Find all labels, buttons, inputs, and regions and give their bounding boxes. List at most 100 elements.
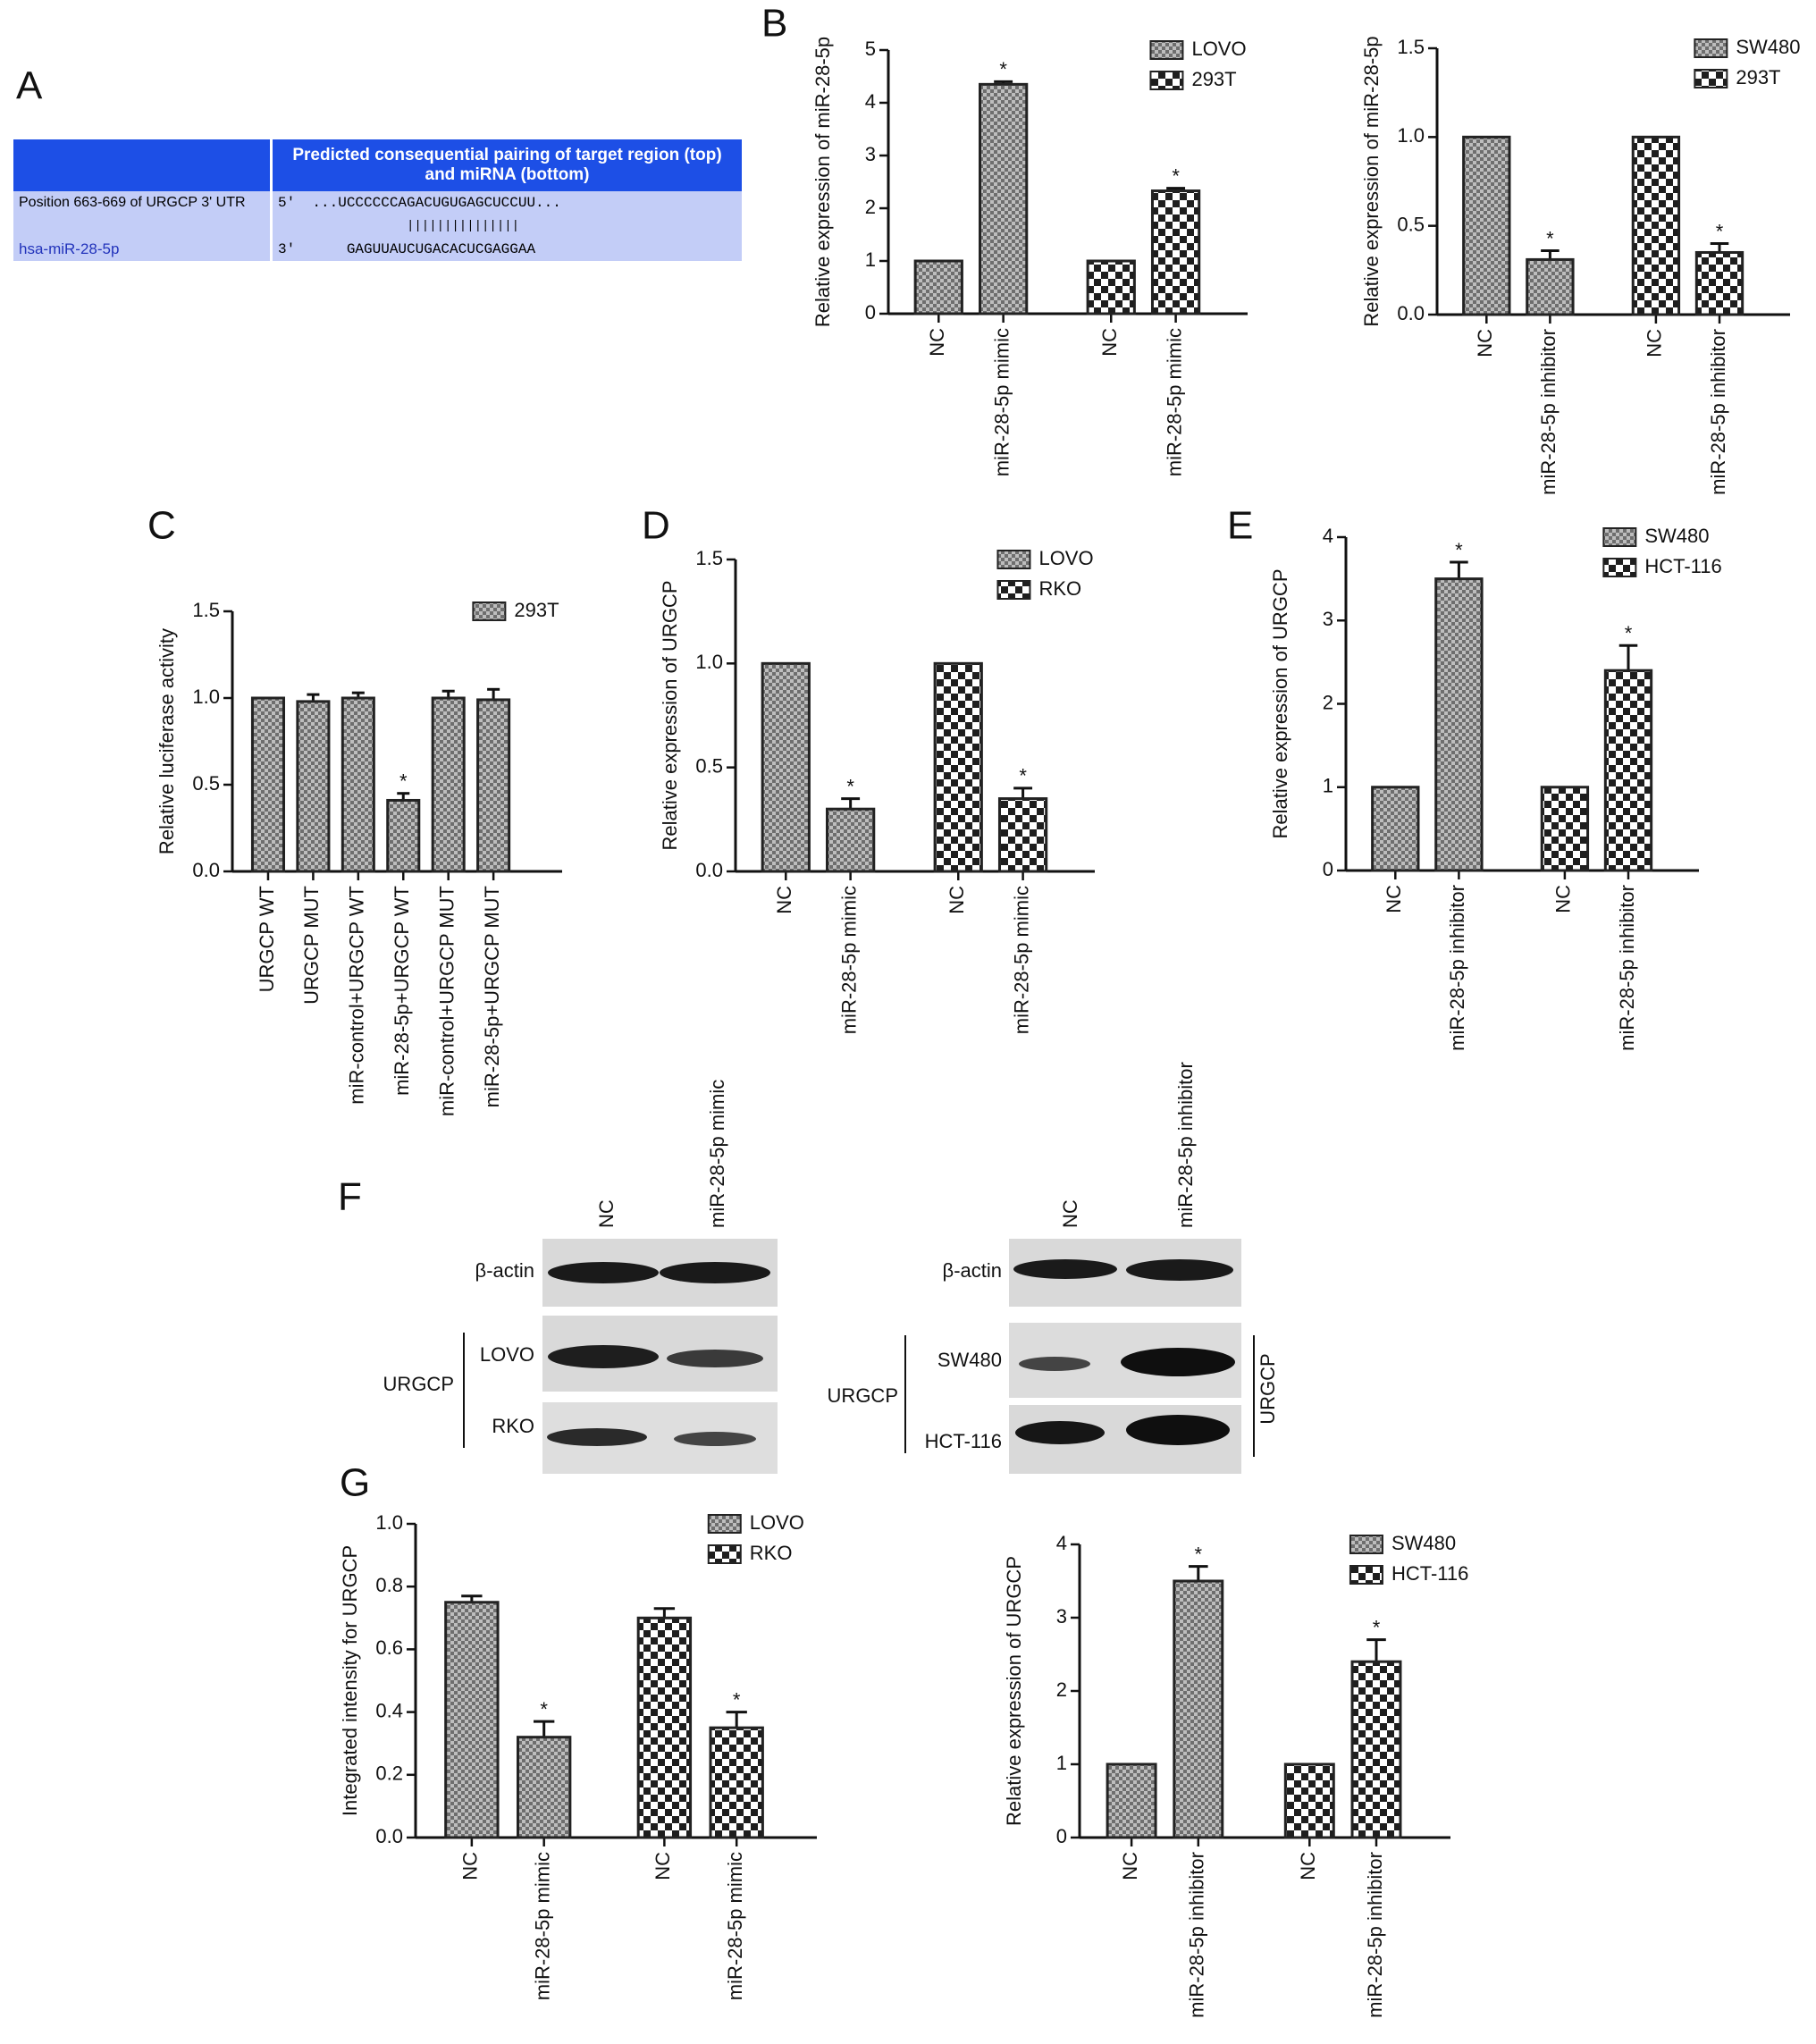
header-cell: Predicted consequential pairing of targe… xyxy=(271,139,744,191)
x-tick-label: NC xyxy=(1098,328,1121,357)
x-tick-label: miR-28-5p+URGCP MUT xyxy=(481,886,503,1107)
y-tick-label: 0.5 xyxy=(192,772,220,795)
bar xyxy=(1106,1762,1157,1839)
legend-swatch xyxy=(1694,69,1728,88)
y-tick-label: 1.0 xyxy=(375,1511,403,1534)
blot-band xyxy=(660,1262,770,1283)
significance-mark: * xyxy=(1546,227,1554,249)
legend-label: HCT-116 xyxy=(1391,1562,1468,1585)
y-axis-label: Integrated intensity for URGCP xyxy=(339,1545,361,1816)
bar xyxy=(1631,135,1681,316)
significance-mark: * xyxy=(1172,164,1180,187)
bar xyxy=(826,807,876,873)
y-tick-label: 0 xyxy=(865,301,876,324)
bar xyxy=(1283,1762,1335,1839)
y-tick-label: 4 xyxy=(865,90,876,113)
y-tick-label: 0.6 xyxy=(375,1636,403,1659)
y-tick-label: 0 xyxy=(1323,858,1333,880)
sequence: GAGUUAUCUGACACUCGAGGAA xyxy=(346,241,536,257)
legend-swatch xyxy=(1694,38,1728,58)
x-tick-label: NC xyxy=(946,886,968,914)
legend-swatch xyxy=(1149,40,1184,60)
blot-label: β-actin xyxy=(475,1259,534,1282)
bar xyxy=(296,700,331,873)
blot-band xyxy=(1013,1259,1117,1279)
x-tick-label: NC xyxy=(652,1852,674,1880)
x-tick-label: miR-28-5p mimic xyxy=(724,1852,746,2000)
strand-end: 5' xyxy=(278,195,296,211)
x-tick-label: miR-28-5p mimic xyxy=(1010,886,1032,1034)
pairing: ||||||||||||||| xyxy=(271,214,744,238)
y-tick-label: 2 xyxy=(1056,1678,1067,1701)
x-tick-label: NC xyxy=(1383,885,1405,913)
bar xyxy=(1173,1579,1224,1839)
y-tick-label: 0.4 xyxy=(375,1699,403,1721)
y-tick-label: 1 xyxy=(1323,775,1333,797)
bar xyxy=(1371,786,1420,872)
alignment-row: ||||||||||||||| xyxy=(13,214,744,238)
y-tick-label: 0.0 xyxy=(375,1825,403,1847)
y-tick-label: 4 xyxy=(1056,1532,1067,1554)
row-label: Position 663-669 of URGCP 3' UTR xyxy=(13,191,273,214)
x-tick-label: miR-28-5p mimic xyxy=(990,328,1013,476)
lane-label: miR-28-5p mimic xyxy=(706,1080,728,1228)
alignment-table: Predicted consequential pairing of targe… xyxy=(13,139,744,261)
bar xyxy=(979,82,1029,315)
y-tick-label: 1.0 xyxy=(192,686,220,708)
legend-label: LOVO xyxy=(750,1511,804,1534)
bar xyxy=(250,696,286,873)
y-tick-label: 1.5 xyxy=(192,599,220,621)
blot-band xyxy=(548,1262,659,1283)
bar xyxy=(1434,577,1484,872)
x-tick-label: miR-28-5p mimic xyxy=(1163,328,1185,476)
alignment-row: hsa-miR-28-5p 3' GAGUUAUCUGACACUCGAGGAA xyxy=(13,238,744,261)
x-tick-label: miR-28-5p inhibitor xyxy=(1186,1852,1208,2018)
bar xyxy=(997,797,1048,873)
panel-letter: F xyxy=(338,1175,362,1219)
significance-mark: * xyxy=(733,1688,741,1711)
y-tick-label: 3 xyxy=(865,143,876,165)
x-tick-label: URGCP WT xyxy=(256,886,278,992)
panel-letter: G xyxy=(340,1461,370,1505)
significance-mark: * xyxy=(999,58,1007,80)
legend-label: LOVO xyxy=(1191,38,1246,60)
y-tick-label: 3 xyxy=(1056,1605,1067,1628)
blot-right: NC miR-28-5p inhibitor β-actin SW480 HCT… xyxy=(828,1062,1279,1474)
y-tick-label: 0.5 xyxy=(695,754,723,777)
bar xyxy=(476,698,511,873)
blot-label: LOVO xyxy=(480,1343,534,1366)
significance-mark: * xyxy=(1195,1543,1203,1565)
sequence-cell: 5' ...UCCCCCCAGACUGUGAGCUCCUU... xyxy=(271,191,744,214)
legend-swatch xyxy=(1602,558,1637,577)
bar xyxy=(1462,135,1511,316)
blot-label: RKO xyxy=(492,1415,534,1437)
blot-band xyxy=(1019,1357,1090,1371)
blot-label: β-actin xyxy=(943,1259,1002,1282)
bar xyxy=(636,1616,693,1839)
significance-mark: * xyxy=(1716,220,1724,242)
significance-mark: * xyxy=(540,1698,548,1720)
blot-band xyxy=(1015,1421,1105,1444)
y-tick-label: 3 xyxy=(1323,608,1333,630)
y-tick-label: 0.0 xyxy=(192,859,220,881)
x-tick-label: NC xyxy=(926,328,948,357)
y-axis-label: Relative expression of URGCP xyxy=(1269,568,1291,838)
legend-swatch xyxy=(996,580,1031,600)
bar xyxy=(386,798,421,873)
y-tick-label: 1 xyxy=(865,248,876,271)
y-tick-label: 0.2 xyxy=(375,1762,403,1785)
blot-label: URGCP xyxy=(1257,1353,1279,1424)
bar xyxy=(933,661,983,873)
y-axis-label: Relative expression of URGCP xyxy=(659,580,681,850)
significance-mark: * xyxy=(846,775,854,797)
x-tick-label: miR-28-5p inhibitor xyxy=(1707,329,1729,495)
x-tick-label: miR-28-5p inhibitor xyxy=(1537,329,1560,495)
legend-swatch xyxy=(996,550,1031,569)
bar xyxy=(431,696,466,873)
row-label xyxy=(13,214,273,238)
alignment-header-row: Predicted consequential pairing of targe… xyxy=(13,139,744,191)
x-tick-label: NC xyxy=(459,1852,482,1880)
